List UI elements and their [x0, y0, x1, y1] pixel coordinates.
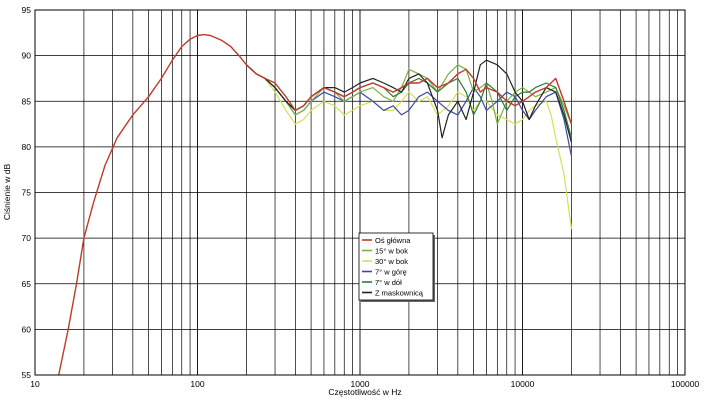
legend-label: Oś główna [375, 236, 411, 245]
x-tick-label: 1000 [351, 379, 370, 389]
x-axis-label: Częstotliwość w Hz [328, 387, 401, 397]
y-tick-label: 95 [22, 5, 32, 15]
series-lines [58, 33, 573, 376]
legend-label: 7° w dół [375, 278, 402, 287]
y-tick-label: 85 [22, 96, 32, 106]
plot-frame [34, 9, 686, 376]
x-tick-label: 10 [30, 379, 40, 389]
legend-label: 7° w górę [375, 268, 407, 277]
y-tick-label: 90 [22, 51, 32, 61]
x-tick-label: 100 [190, 379, 204, 389]
legend-label: Z maskownicą [375, 289, 424, 298]
y-tick-label: 55 [22, 370, 32, 380]
x-tick-label: 100000 [671, 379, 700, 389]
series-line [58, 33, 573, 376]
x-tick-label: 10000 [511, 379, 535, 389]
series-line [245, 64, 572, 230]
series-line [245, 64, 572, 125]
tick-labels: 55 60 65 70 75 80 85 90 95 10 100 1000 10000 100000 [22, 5, 700, 389]
y-tick-label: 60 [22, 324, 32, 334]
grid [35, 10, 685, 375]
legend-label: 15° w bok [375, 247, 408, 256]
legend-label: 30° w bok [375, 257, 408, 266]
y-axis-label: Ciśnienie w dB [2, 164, 12, 221]
y-tick-label: 75 [22, 188, 32, 198]
y-tick-label: 65 [22, 279, 32, 289]
y-tick-label: 70 [22, 233, 32, 243]
y-tick-label: 80 [22, 142, 32, 152]
legend-box [358, 232, 434, 301]
